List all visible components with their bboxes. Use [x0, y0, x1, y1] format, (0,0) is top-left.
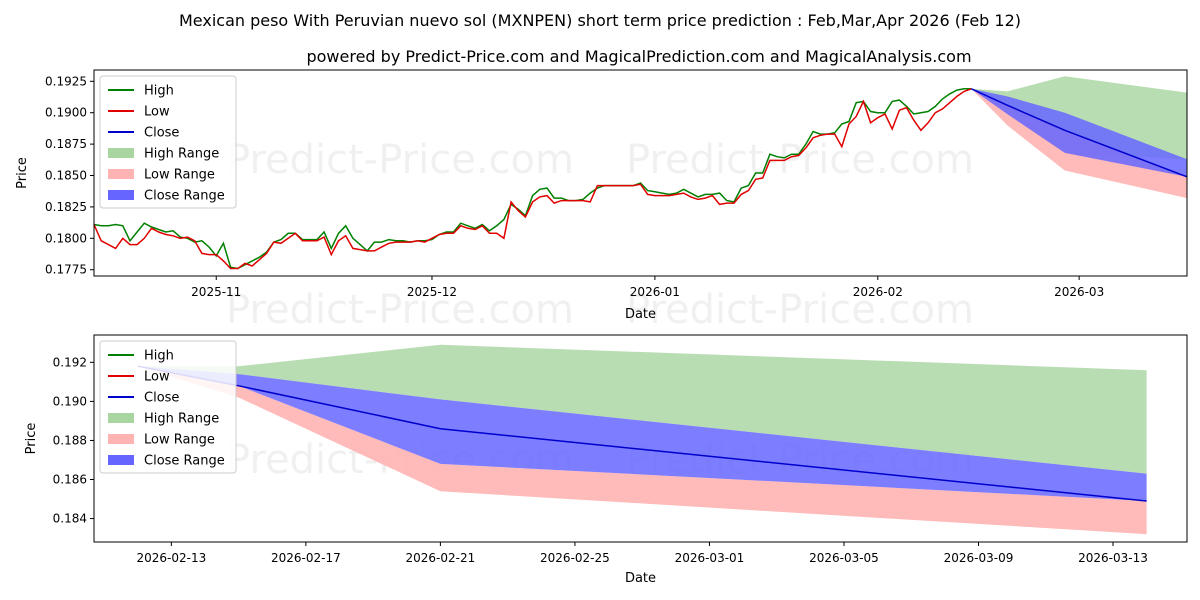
legend-close-range-label: Close Range [144, 454, 225, 469]
chart-legend: High Low Close High Range Low Range Close Ran… [99, 340, 237, 474]
chart-legend: High Low Close High Range Low Range Close Ran… [99, 75, 237, 209]
legend-high-range-swatch [108, 413, 134, 423]
chart-title: Mexican peso With Peruvian nuevo sol (MX… [179, 11, 1021, 30]
y-tick-label: 0.1825 [45, 200, 87, 214]
x-tick-label: 2026-02 [853, 285, 903, 299]
y-axis-label: Price [15, 157, 30, 189]
y-axis-label: Price [24, 423, 39, 455]
legend-close-range-swatch [108, 455, 134, 465]
watermark-text: Predict-Price.com [626, 287, 974, 333]
high-range-band [137, 344, 1147, 474]
x-tick-label: 2026-03-05 [809, 551, 879, 565]
y-tick-label: 0.1925 [45, 74, 87, 88]
y-tick-label: 0.186 [53, 473, 87, 487]
legend-low-range-swatch [108, 434, 134, 444]
watermark-text: Predict-Price.com [626, 137, 974, 183]
legend-low-label: Low [144, 370, 170, 385]
legend-low-label: Low [144, 105, 170, 120]
x-axis-label: Date [625, 307, 656, 322]
plot-frame [93, 69, 1188, 277]
x-tick-label: 2026-03-13 [1078, 551, 1148, 565]
history-forecast-panel: Predict-Price.com Predict-Price.com Predic… [15, 69, 1188, 333]
legend-close-label: Close [144, 126, 179, 141]
x-tick-label: 2025-11 [191, 285, 241, 299]
legend-high-range-label: High Range [144, 147, 219, 162]
x-tick-label: 2026-03-01 [675, 551, 745, 565]
legend-high-label: High [144, 349, 174, 364]
legend-high-range-swatch [108, 148, 134, 158]
y-tick-label: 0.184 [53, 512, 87, 526]
y-tick-label: 0.192 [53, 355, 87, 369]
y-tick-label: 0.1875 [45, 137, 87, 151]
x-tick-label: 2025-12 [407, 285, 457, 299]
y-tick-label: 0.1900 [45, 106, 87, 120]
legend-close-range-label: Close Range [144, 189, 225, 204]
watermark-text: Predict-Price.com [226, 287, 574, 333]
plot-frame [93, 334, 1188, 543]
watermark-text: Predict-Price.com [226, 137, 574, 183]
x-tick-label: 2026-02-21 [406, 551, 476, 565]
x-tick-label: 2026-03 [1054, 285, 1104, 299]
y-tick-label: 0.1775 [45, 263, 87, 277]
x-tick-label: 2026-02-25 [540, 551, 610, 565]
low-series-line [93, 88, 972, 270]
x-tick-label: 2026-03-09 [944, 551, 1014, 565]
high-range-band [971, 76, 1187, 160]
close-range-band [971, 88, 1187, 177]
y-tick-label: 0.188 [53, 433, 87, 447]
x-axis-label: Date [625, 571, 656, 586]
y-tick-label: 0.1800 [45, 231, 87, 245]
chart-subtitle: powered by Predict-Price.com and Magical… [306, 47, 971, 66]
legend-low-range-swatch [108, 169, 134, 179]
low-range-band [137, 366, 1147, 535]
legend-low-range-label: Low Range [144, 168, 215, 183]
legend-close-label: Close [144, 391, 179, 406]
legend-close-range-swatch [108, 190, 134, 200]
x-tick-label: 2026-02-13 [136, 551, 206, 565]
x-tick-label: 2026-01 [630, 285, 680, 299]
close-series-line [970, 88, 1188, 178]
close-range-band [137, 366, 1147, 501]
legend-low-range-label: Low Range [144, 433, 215, 448]
y-tick-label: 0.1850 [45, 169, 87, 183]
legend-high-range-label: High Range [144, 412, 219, 427]
legend-high-label: High [144, 84, 174, 99]
y-tick-label: 0.190 [53, 394, 87, 408]
x-tick-label: 2026-02-17 [271, 551, 341, 565]
forecast-detail-panel: Predict-Price.comPredict-Price.com2026-0… [24, 334, 1188, 586]
